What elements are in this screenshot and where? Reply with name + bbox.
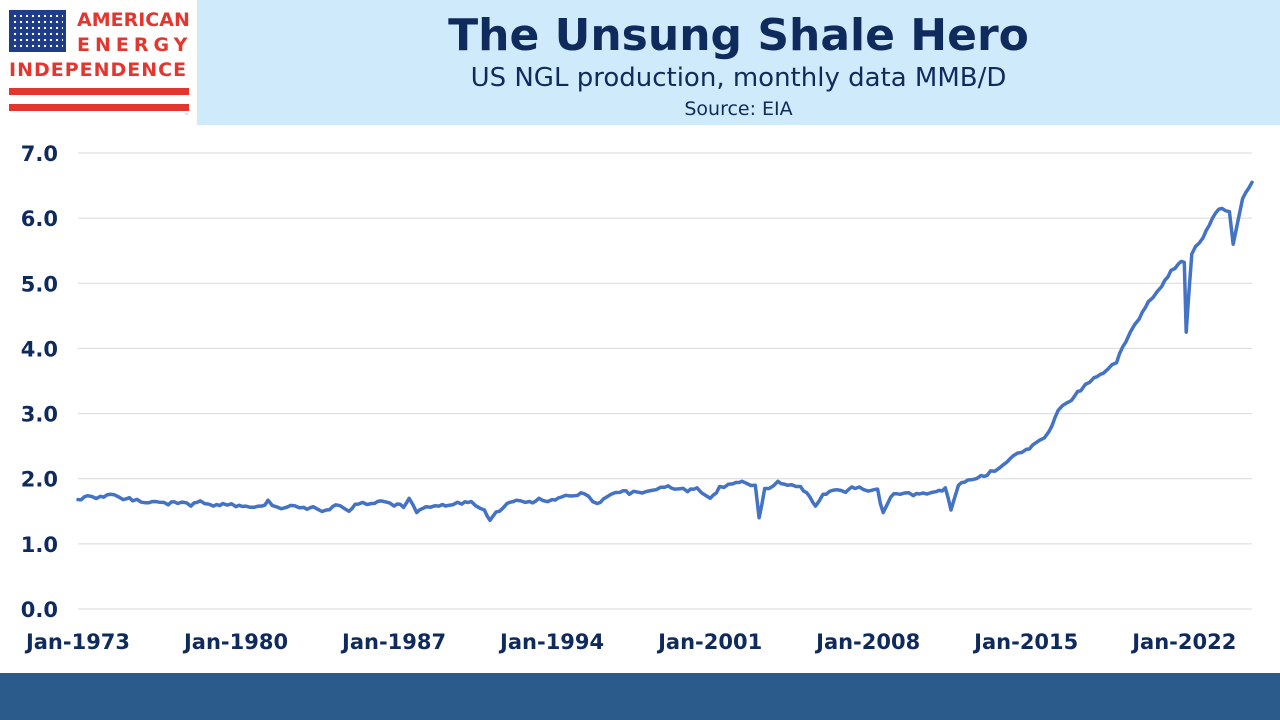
y-tick-label: 5.0: [21, 272, 58, 296]
logo-text-line-3: INDEPENDENCE: [9, 59, 188, 81]
x-tick-label: Jan-1973: [24, 630, 130, 654]
y-tick-label: 4.0: [21, 337, 58, 361]
x-tick-label: Jan-1994: [498, 630, 604, 654]
x-tick-label: Jan-1987: [340, 630, 446, 654]
y-tick-label: 7.0: [21, 142, 58, 166]
trademark-mark: ™: [184, 113, 189, 119]
title-banner: [197, 0, 1280, 125]
ngl-production-line-chart: 0.0 1.0 2.0 3.0 4.0 5.0 6.0 7.0 Jan-1973 Jan-1980…: [21, 142, 1254, 654]
x-tick-label: Jan-2008: [814, 630, 920, 654]
brand-logo: AMERICAN ENERGY INDEPENDENCE ™: [0, 0, 197, 125]
logo-text-line-2: ENERGY: [77, 34, 193, 56]
logo-stripe: [9, 88, 189, 95]
chart-subtitle: US NGL production, monthly data MMB/D: [470, 63, 1007, 93]
x-tick-label: Jan-2022: [1130, 630, 1236, 654]
chart-title: The Unsung Shale Hero: [448, 10, 1029, 61]
y-tick-label: 1.0: [21, 533, 58, 557]
x-tick-label: Jan-2015: [972, 630, 1078, 654]
logo-stripe: [9, 104, 189, 111]
y-tick-label: 0.0: [21, 598, 58, 622]
y-tick-label: 6.0: [21, 207, 58, 231]
x-tick-label: Jan-1980: [182, 630, 288, 654]
footer-bar: [0, 673, 1280, 720]
y-tick-label: 2.0: [21, 468, 58, 492]
chart-source: Source: EIA: [684, 98, 793, 120]
x-tick-label: Jan-2001: [656, 630, 762, 654]
y-tick-label: 3.0: [21, 403, 58, 427]
flag-stars-icon: [12, 13, 63, 49]
logo-text-line-1: AMERICAN: [77, 9, 190, 31]
series-line: [76, 180, 1254, 523]
